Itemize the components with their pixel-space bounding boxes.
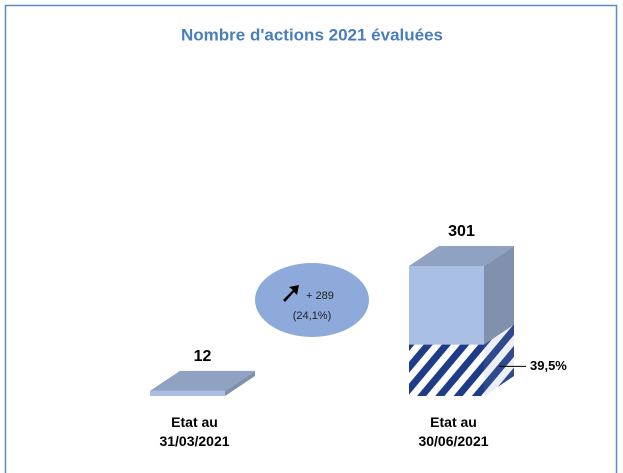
segment-label: 39,5% <box>530 358 567 373</box>
x-tick-label: Etat au 30/06/2021 <box>418 414 489 449</box>
bar <box>150 390 225 396</box>
bar-top <box>150 370 255 391</box>
chart-title: Nombre d'actions 2021 évaluées <box>181 25 443 44</box>
x-tick-label: Etat au 31/03/2021 <box>159 414 230 449</box>
bar-top <box>409 246 514 266</box>
arrow-icon <box>283 285 299 302</box>
hatched-segment <box>409 344 484 396</box>
bar-side <box>225 370 255 396</box>
value-label: 301 <box>448 223 475 240</box>
value-label: 12 <box>194 348 212 365</box>
annotation-subtext: (24,1%) <box>293 310 332 322</box>
hatched-segment-side <box>484 324 514 396</box>
annotation-bubble <box>255 263 369 337</box>
annotation-text: + 289 <box>306 290 334 302</box>
frame <box>4 4 618 473</box>
